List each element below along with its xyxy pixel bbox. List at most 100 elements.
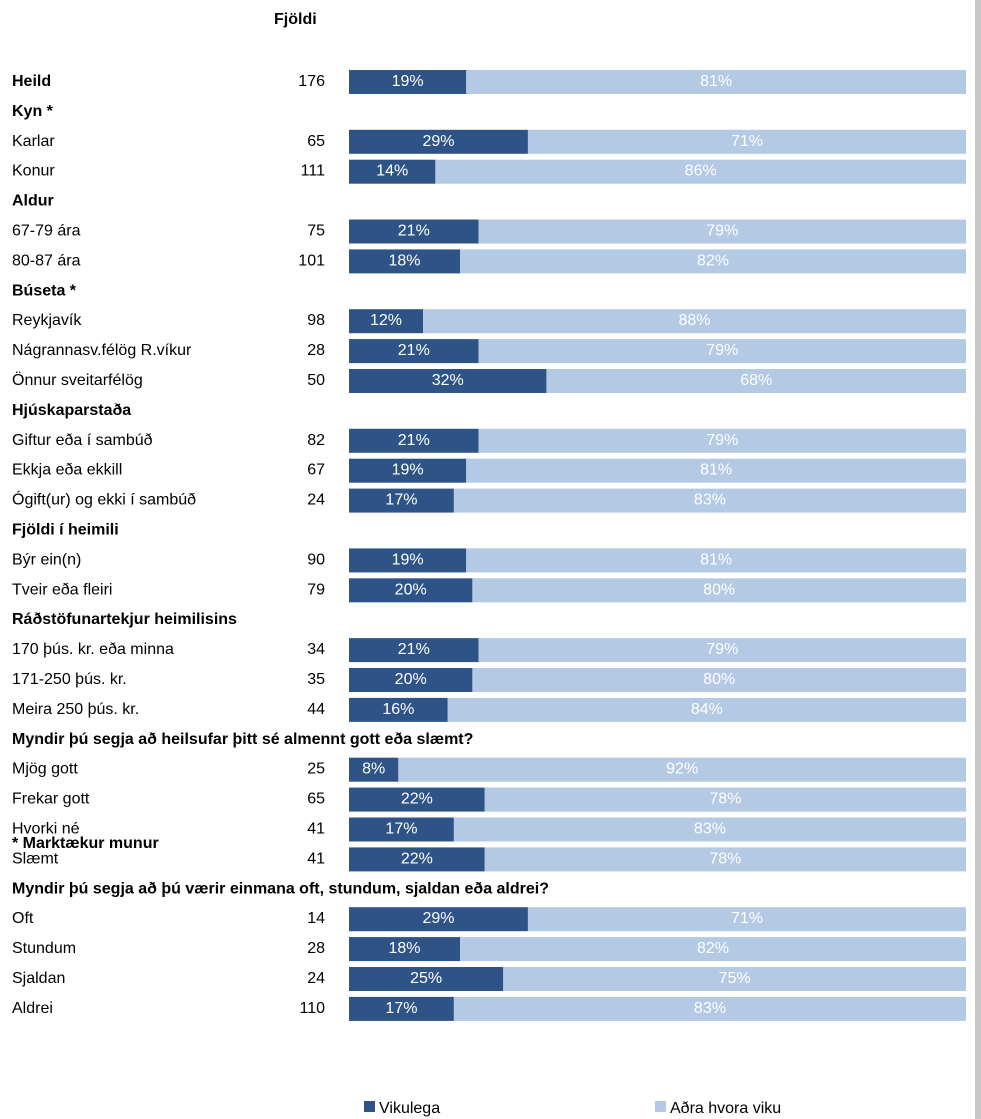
data-label-other: 81% bbox=[700, 73, 732, 90]
data-label-other: 80% bbox=[703, 671, 735, 688]
data-label-other: 88% bbox=[679, 312, 711, 329]
row-count: 110 bbox=[299, 1000, 325, 1017]
data-label-other: 82% bbox=[697, 940, 729, 957]
data-label-other: 83% bbox=[694, 1000, 726, 1017]
row-count: 44 bbox=[307, 701, 325, 718]
data-label-other: 79% bbox=[706, 223, 738, 240]
row-label: 67-79 ára bbox=[12, 223, 81, 240]
data-label-weekly: 17% bbox=[385, 1000, 417, 1017]
data-label-weekly: 32% bbox=[432, 372, 464, 389]
data-label-other: 86% bbox=[685, 163, 717, 180]
data-label-weekly: 14% bbox=[376, 163, 408, 180]
row-label: Aldrei bbox=[12, 1000, 53, 1017]
bar-other bbox=[435, 159, 966, 184]
bar-other bbox=[478, 638, 966, 663]
group-header-label: Aldur bbox=[12, 193, 54, 210]
bar-weekly bbox=[349, 70, 467, 94]
data-label-other: 79% bbox=[706, 342, 738, 359]
row-count: 65 bbox=[307, 791, 325, 808]
bar-weekly bbox=[349, 249, 461, 274]
row-label: Býr ein(n) bbox=[12, 551, 81, 568]
data-label-other: 75% bbox=[719, 970, 751, 987]
chart-rows: Heild 176 19% 81% Kyn * Karlar 65 29% 71% Konur 11… bbox=[12, 70, 967, 1021]
row-label: Karlar bbox=[12, 133, 55, 150]
bar-other bbox=[484, 787, 966, 812]
bar-other bbox=[460, 937, 966, 962]
bar-other bbox=[484, 847, 966, 872]
bar-other bbox=[453, 817, 966, 842]
row-label: 80-87 ára bbox=[12, 252, 81, 269]
bar-weekly bbox=[349, 129, 528, 154]
bar-other bbox=[453, 488, 966, 513]
footnote: * Marktækur munur bbox=[12, 835, 159, 852]
row-label: Ekkja eða ekkill bbox=[12, 462, 122, 479]
group-header-label: Myndir þú segja að heilsufar þitt sé alm… bbox=[12, 731, 473, 748]
bar-weekly bbox=[349, 847, 485, 872]
row-count: 50 bbox=[307, 372, 325, 389]
bar-weekly bbox=[349, 458, 467, 483]
legend-label-weekly: Vikulega bbox=[379, 1100, 440, 1117]
row-label: Tveir eða fleiri bbox=[12, 581, 112, 598]
bar-weekly bbox=[349, 817, 454, 842]
data-label-other: 92% bbox=[666, 761, 698, 778]
row-count: 79 bbox=[307, 581, 325, 598]
group-header-label: Myndir þú segja að þú værir einmana oft,… bbox=[12, 880, 549, 897]
data-label-weekly: 19% bbox=[392, 551, 424, 568]
data-label-other: 82% bbox=[697, 252, 729, 269]
row-label: Stundum bbox=[12, 940, 76, 957]
group-header-label: Ráðstöfunartekjur heimilisins bbox=[12, 611, 237, 628]
bar-other bbox=[546, 369, 966, 393]
row-count: 111 bbox=[301, 163, 325, 180]
row-label: Konur bbox=[12, 163, 55, 180]
data-label-other: 81% bbox=[700, 462, 732, 479]
data-label-other: 71% bbox=[731, 133, 763, 150]
bar-other bbox=[398, 757, 966, 782]
data-label-other: 84% bbox=[691, 701, 723, 718]
bar-other bbox=[478, 339, 966, 364]
row-count: 24 bbox=[307, 492, 325, 509]
row-count: 176 bbox=[298, 73, 325, 90]
bar-other bbox=[527, 129, 966, 154]
data-label-weekly: 29% bbox=[422, 133, 454, 150]
data-label-weekly: 17% bbox=[385, 821, 417, 838]
row-count: 98 bbox=[307, 312, 325, 329]
row-label: Giftur eða í sambúð bbox=[12, 432, 153, 449]
row-label: Heild bbox=[12, 73, 51, 90]
data-label-other: 71% bbox=[731, 910, 763, 927]
row-label: Mjög gott bbox=[12, 761, 78, 778]
bar-other bbox=[453, 996, 966, 1021]
legend-label-other: Aðra hvora viku bbox=[670, 1100, 781, 1117]
data-label-weekly: 12% bbox=[370, 312, 402, 329]
row-label: Frekar gott bbox=[12, 791, 90, 808]
row-count: 14 bbox=[307, 910, 325, 927]
row-count: 67 bbox=[307, 462, 325, 479]
row-label: 171-250 þús. kr. bbox=[12, 671, 127, 688]
legend: Vikulega Aðra hvora viku bbox=[364, 1100, 781, 1117]
row-label: Sjaldan bbox=[12, 970, 65, 987]
data-label-other: 78% bbox=[709, 850, 741, 867]
row-count: 28 bbox=[307, 940, 325, 957]
bar-other bbox=[466, 70, 966, 94]
bar-other bbox=[472, 668, 966, 692]
data-label-other: 81% bbox=[700, 551, 732, 568]
bar-other bbox=[423, 309, 966, 334]
data-label-weekly: 20% bbox=[395, 671, 427, 688]
bar-other bbox=[466, 458, 966, 483]
bar-weekly bbox=[349, 159, 436, 184]
bar-weekly bbox=[349, 309, 424, 334]
bar-other bbox=[447, 697, 967, 722]
data-label-other: 79% bbox=[706, 432, 738, 449]
bar-weekly bbox=[349, 967, 504, 991]
bar-weekly bbox=[349, 638, 479, 663]
row-count: 90 bbox=[307, 551, 325, 568]
bar-weekly bbox=[349, 937, 461, 962]
data-label-weekly: 21% bbox=[398, 432, 430, 449]
data-label-weekly: 19% bbox=[392, 462, 424, 479]
bar-weekly bbox=[349, 428, 479, 453]
row-count: 101 bbox=[298, 252, 325, 269]
bar-weekly bbox=[349, 668, 473, 692]
legend-swatch-other bbox=[655, 1101, 666, 1112]
bar-weekly bbox=[349, 369, 547, 393]
